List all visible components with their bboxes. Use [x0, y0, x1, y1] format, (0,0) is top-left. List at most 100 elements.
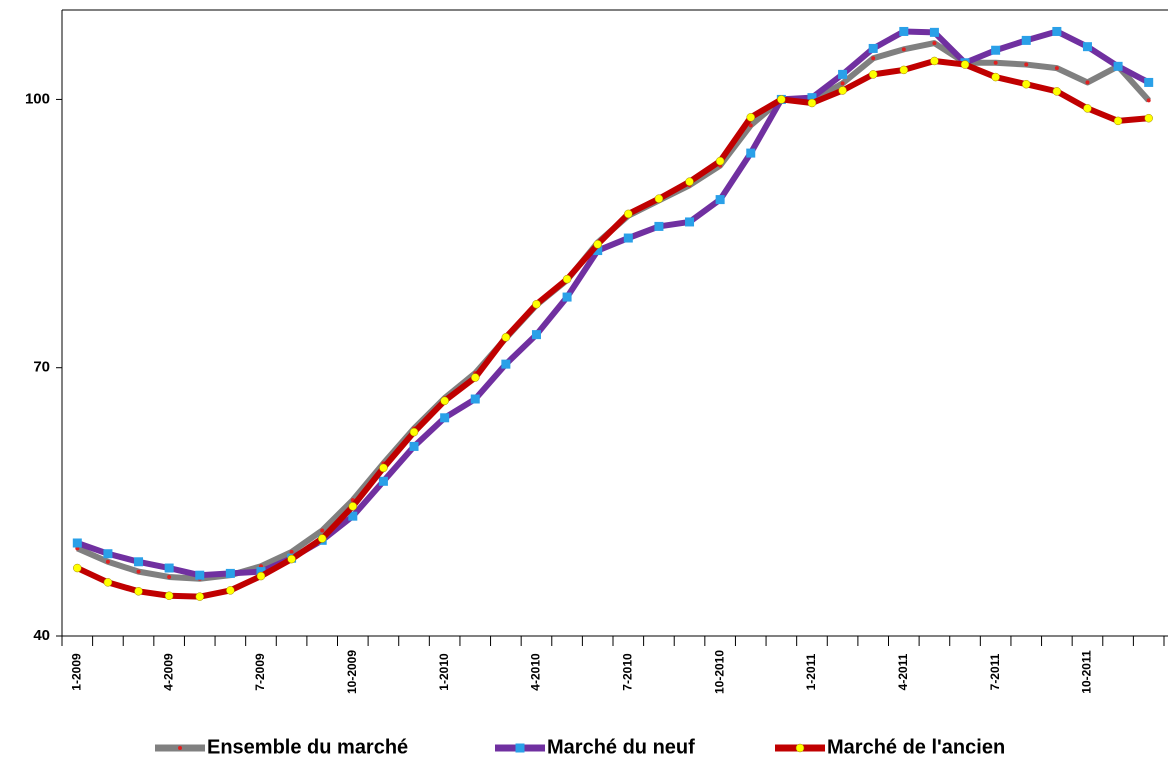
point-marker — [715, 156, 725, 166]
point-marker — [532, 299, 541, 309]
point-marker — [440, 396, 449, 406]
point-marker — [225, 568, 235, 578]
series-line — [76, 57, 1149, 600]
x-tick-label: 1-2009 — [69, 653, 83, 691]
point-marker — [195, 592, 204, 601]
point-marker — [103, 578, 113, 587]
y-tick-label: 70 — [33, 359, 50, 376]
x-tick-label: 10-2010 — [712, 650, 726, 694]
point-marker — [1024, 62, 1029, 67]
point-marker — [654, 194, 664, 203]
point-marker — [991, 72, 1000, 82]
point-marker — [838, 69, 848, 79]
point-marker — [226, 586, 235, 595]
point-marker — [1144, 77, 1154, 87]
point-marker — [899, 26, 909, 36]
point-marker — [167, 574, 172, 579]
y-tick-label: 100 — [25, 90, 50, 107]
point-marker — [1052, 26, 1062, 36]
point-marker — [929, 27, 939, 37]
point-marker — [515, 743, 525, 753]
x-tick-label: 1-2010 — [437, 653, 451, 691]
point-marker — [409, 427, 419, 437]
point-marker — [1054, 66, 1059, 71]
point-marker — [409, 441, 419, 451]
legend-label: Marché de l'ancien — [827, 736, 1005, 758]
point-marker — [103, 549, 113, 559]
point-marker — [440, 413, 450, 423]
point-marker — [348, 502, 358, 511]
point-marker — [73, 563, 82, 573]
series — [75, 40, 1151, 582]
point-marker — [685, 177, 694, 186]
point-marker — [379, 463, 388, 473]
point-marker — [134, 587, 143, 596]
point-marker — [593, 240, 602, 249]
x-tick-label: 10-2011 — [1080, 650, 1094, 694]
point-marker — [501, 333, 511, 342]
point-marker — [1113, 61, 1123, 71]
point-marker — [1082, 42, 1092, 52]
x-tick-label: 1-2011 — [804, 653, 818, 690]
point-marker — [348, 511, 358, 521]
point-marker — [1144, 113, 1153, 123]
point-marker — [930, 56, 939, 66]
point-marker — [289, 549, 294, 554]
point-marker — [562, 274, 572, 284]
point-marker — [378, 476, 388, 486]
point-marker — [501, 359, 511, 369]
x-tick-label: 7-2009 — [253, 653, 267, 691]
x-tick-label: 7-2010 — [620, 653, 634, 691]
point-marker — [531, 330, 541, 340]
point-marker — [317, 534, 327, 543]
point-marker — [72, 538, 82, 548]
legend-label: Marché du neuf — [547, 736, 695, 758]
series — [72, 26, 1154, 580]
point-marker — [164, 591, 174, 601]
point-marker — [715, 195, 725, 205]
legend-label: Ensemble du marché — [207, 736, 408, 758]
point-marker — [991, 45, 1001, 55]
point-marker — [746, 113, 755, 122]
x-tick-label: 4-2009 — [161, 653, 175, 691]
point-marker — [164, 563, 174, 573]
point-marker — [840, 81, 845, 86]
point-marker — [777, 95, 786, 104]
point-marker — [134, 557, 144, 567]
point-marker — [795, 743, 805, 753]
point-marker — [562, 292, 572, 302]
point-marker — [960, 60, 970, 69]
x-tick-label: 10-2009 — [345, 650, 359, 694]
series-line — [76, 28, 1151, 579]
point-marker — [654, 221, 664, 231]
point-marker — [136, 569, 141, 574]
point-marker — [748, 123, 753, 128]
point-marker — [178, 746, 182, 750]
point-marker — [746, 148, 756, 158]
point-marker — [1052, 87, 1062, 96]
point-marker — [105, 559, 110, 564]
point-marker — [623, 233, 633, 243]
point-marker — [807, 98, 817, 108]
point-marker — [1022, 79, 1031, 89]
point-marker — [256, 571, 266, 581]
point-marker — [1113, 116, 1123, 126]
point-marker — [287, 554, 296, 564]
x-tick-label: 4-2011 — [896, 653, 910, 690]
point-marker — [871, 56, 876, 61]
point-marker — [1021, 35, 1031, 45]
point-marker — [868, 70, 878, 79]
point-marker — [1146, 98, 1151, 103]
point-marker — [470, 394, 480, 404]
point-marker — [685, 217, 695, 227]
point-marker — [624, 209, 633, 219]
x-tick-label: 7-2011 — [988, 653, 1002, 690]
point-marker — [320, 528, 325, 533]
point-marker — [993, 60, 998, 65]
point-marker — [195, 570, 205, 580]
point-marker — [932, 41, 937, 46]
y-tick-label: 40 — [33, 627, 50, 644]
x-tick-label: 4-2010 — [529, 653, 543, 691]
point-marker — [838, 86, 847, 95]
